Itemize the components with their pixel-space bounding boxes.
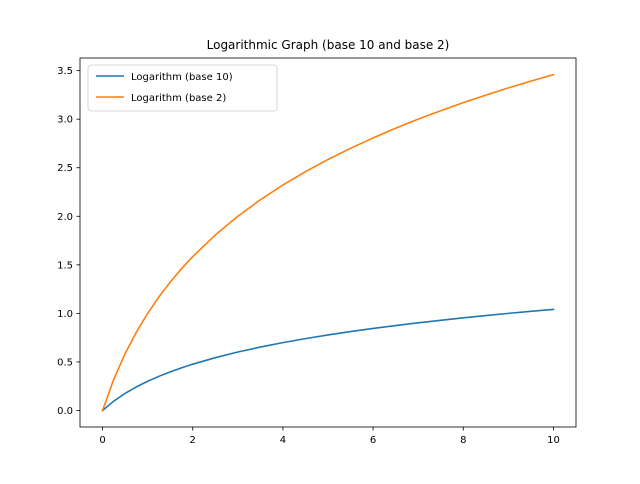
x-tick-label: 0 xyxy=(99,435,105,446)
y-tick-label: 1.0 xyxy=(57,309,73,320)
y-tick-label: 2.5 xyxy=(57,163,73,174)
series-line-2 xyxy=(101,73,555,412)
y-tick-label: 1.5 xyxy=(57,260,73,271)
x-tick-label: 10 xyxy=(547,435,560,446)
legend-label-1: Logarithm (base 10) xyxy=(131,72,233,83)
x-tick-label: 6 xyxy=(370,435,376,446)
y-tick-label: 0.5 xyxy=(57,357,73,368)
legend-box xyxy=(87,64,278,112)
legend-label-2: Logarithm (base 2) xyxy=(131,93,226,104)
x-tick-label: 8 xyxy=(460,435,466,446)
axes-frame xyxy=(79,57,577,428)
plot-area: 0 2 4 6 8 10 0.0 0.5 1.0 1.5 2.0 2.5 3.0 3.5 Logarithm… xyxy=(57,57,577,446)
series-line-1 xyxy=(101,308,555,412)
y-tick-label: 2.0 xyxy=(57,212,73,223)
x-tick-label: 2 xyxy=(190,435,196,446)
y-tick-label: 0.0 xyxy=(57,406,73,417)
y-tick-label: 3.0 xyxy=(57,115,73,126)
y-tick-label: 3.5 xyxy=(57,66,73,77)
chart-title: Logarithmic Graph (base 10 and base 2) xyxy=(207,38,450,52)
x-tick-label: 4 xyxy=(280,435,286,446)
